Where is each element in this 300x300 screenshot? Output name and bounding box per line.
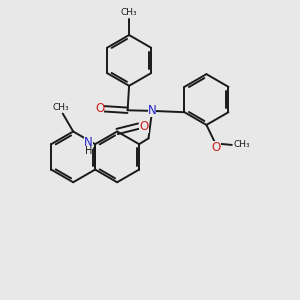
Text: H: H — [85, 146, 92, 156]
Text: N: N — [148, 104, 157, 117]
Text: O: O — [212, 140, 221, 154]
Text: CH₃: CH₃ — [121, 8, 137, 17]
Text: N: N — [84, 136, 93, 148]
Text: O: O — [140, 120, 149, 133]
Text: O: O — [95, 102, 104, 115]
Text: CH₃: CH₃ — [53, 103, 70, 112]
Text: CH₃: CH₃ — [234, 140, 250, 149]
